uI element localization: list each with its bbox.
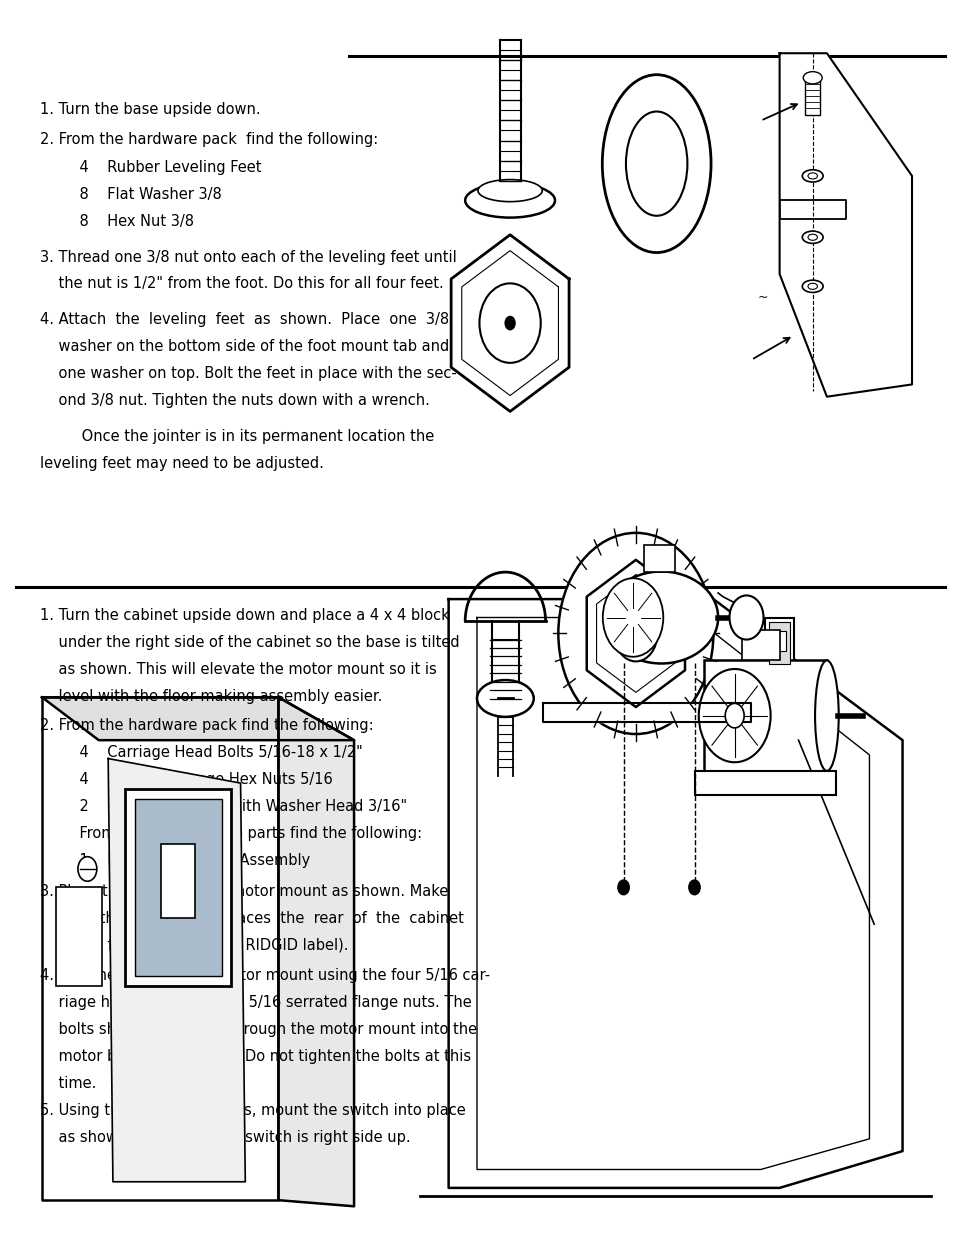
Text: washer on the bottom side of the foot mount tab and: washer on the bottom side of the foot mo… bbox=[40, 340, 449, 354]
Circle shape bbox=[614, 605, 657, 662]
Circle shape bbox=[698, 669, 770, 762]
Bar bbox=[768, 622, 789, 664]
Text: ~: ~ bbox=[757, 290, 767, 304]
Text: 5. Using the two 3/16 screws, mount the switch into place: 5. Using the two 3/16 screws, mount the … bbox=[40, 1103, 465, 1118]
Text: 2    Machine Screws with Washer Head 3/16": 2 Machine Screws with Washer Head 3/16" bbox=[61, 799, 407, 814]
Text: 1. Turn the base upside down.: 1. Turn the base upside down. bbox=[40, 103, 260, 117]
Polygon shape bbox=[586, 559, 684, 708]
Polygon shape bbox=[42, 698, 354, 740]
Text: bolts should be placed through the motor mount into the: bolts should be placed through the motor… bbox=[40, 1023, 476, 1037]
Circle shape bbox=[558, 532, 713, 734]
Circle shape bbox=[479, 283, 540, 363]
Ellipse shape bbox=[801, 280, 822, 293]
Text: as shown. Make sure the switch is right side up.: as shown. Make sure the switch is right … bbox=[40, 1130, 411, 1145]
Ellipse shape bbox=[476, 680, 533, 716]
Ellipse shape bbox=[801, 169, 822, 182]
Ellipse shape bbox=[807, 173, 817, 179]
Bar bbox=[772, 631, 785, 651]
Bar bbox=[643, 545, 674, 572]
Polygon shape bbox=[278, 698, 354, 1207]
Bar bbox=[741, 630, 779, 661]
Text: level with the floor making assembly easier.: level with the floor making assembly eas… bbox=[40, 689, 382, 704]
Ellipse shape bbox=[477, 179, 541, 201]
Text: (away from the side with RIDGID label).: (away from the side with RIDGID label). bbox=[40, 937, 348, 952]
Text: 4    Carriage Head Bolts 5/16-18 x 1/2": 4 Carriage Head Bolts 5/16-18 x 1/2" bbox=[61, 745, 362, 760]
Ellipse shape bbox=[814, 661, 838, 771]
Circle shape bbox=[504, 316, 516, 331]
Circle shape bbox=[602, 578, 662, 657]
Text: 2. From the hardware pack  find the following:: 2. From the hardware pack find the follo… bbox=[40, 132, 378, 147]
Bar bbox=[804, 78, 820, 115]
Polygon shape bbox=[542, 704, 750, 721]
Text: as shown. This will elevate the motor mount so it is: as shown. This will elevate the motor mo… bbox=[40, 662, 436, 677]
Circle shape bbox=[688, 881, 700, 894]
Text: 4. Bolt the motor to the motor mount using the four 5/16 car-: 4. Bolt the motor to the motor mount usi… bbox=[40, 968, 490, 983]
Ellipse shape bbox=[625, 111, 687, 216]
Text: 3. Place the motor on the motor mount as shown. Make: 3. Place the motor on the motor mount as… bbox=[40, 884, 448, 899]
Ellipse shape bbox=[604, 572, 718, 663]
Text: sure  the  motor  shaft  faces  the  rear  of  the  cabinet: sure the motor shaft faces the rear of t… bbox=[40, 910, 463, 926]
Circle shape bbox=[618, 881, 629, 894]
Text: 3. Thread one 3/8 nut onto each of the leveling feet until: 3. Thread one 3/8 nut onto each of the l… bbox=[40, 249, 456, 264]
Bar bbox=[703, 661, 826, 771]
Text: 4. Attach  the  leveling  feet  as  shown.  Place  one  3/8: 4. Attach the leveling feet as shown. Pl… bbox=[40, 312, 449, 327]
Bar bbox=[125, 789, 231, 986]
Ellipse shape bbox=[801, 231, 822, 243]
Text: 1. Turn the cabinet upside down and place a 4 x 4 block: 1. Turn the cabinet upside down and plac… bbox=[40, 608, 450, 622]
Polygon shape bbox=[451, 235, 569, 411]
Polygon shape bbox=[42, 698, 278, 1200]
Ellipse shape bbox=[802, 72, 821, 84]
Bar bbox=[694, 771, 836, 795]
Bar bbox=[134, 799, 221, 976]
Ellipse shape bbox=[601, 74, 710, 253]
Text: ond 3/8 nut. Tighten the nuts down with a wrench.: ond 3/8 nut. Tighten the nuts down with … bbox=[40, 393, 430, 408]
Bar bbox=[56, 888, 101, 986]
Text: 1    Motor and Switch Assembly: 1 Motor and Switch Assembly bbox=[61, 853, 310, 868]
Text: 4    Rubber Leveling Feet: 4 Rubber Leveling Feet bbox=[61, 161, 261, 175]
Text: From among the loose parts find the following:: From among the loose parts find the foll… bbox=[61, 826, 421, 841]
Text: 8    Hex Nut 3/8: 8 Hex Nut 3/8 bbox=[61, 214, 193, 228]
Circle shape bbox=[729, 595, 762, 640]
Text: Once the jointer is in its permanent location the: Once the jointer is in its permanent loc… bbox=[40, 429, 434, 443]
Text: 8    Flat Washer 3/8: 8 Flat Washer 3/8 bbox=[61, 186, 221, 203]
Text: one washer on top. Bolt the feet in place with the sec-: one washer on top. Bolt the feet in plac… bbox=[40, 366, 456, 382]
Ellipse shape bbox=[807, 283, 817, 289]
Polygon shape bbox=[448, 599, 902, 1188]
Ellipse shape bbox=[807, 235, 817, 241]
Text: time.: time. bbox=[40, 1076, 96, 1092]
Text: motor bracket as shown. Do not tighten the bolts at this: motor bracket as shown. Do not tighten t… bbox=[40, 1050, 471, 1065]
Text: the nut is 1/2" from the foot. Do this for all four feet.: the nut is 1/2" from the foot. Do this f… bbox=[40, 277, 443, 291]
Text: under the right side of the cabinet so the base is tilted: under the right side of the cabinet so t… bbox=[40, 635, 459, 650]
Polygon shape bbox=[779, 200, 845, 219]
Text: riage head bolts and four 5/16 serrated flange nuts. The: riage head bolts and four 5/16 serrated … bbox=[40, 995, 472, 1010]
Circle shape bbox=[78, 857, 97, 882]
Ellipse shape bbox=[465, 183, 555, 217]
Polygon shape bbox=[779, 53, 911, 396]
Text: 2. From the hardware pack find the following:: 2. From the hardware pack find the follo… bbox=[40, 718, 374, 734]
Polygon shape bbox=[108, 758, 245, 1182]
Text: 4    Serrated Flange Hex Nuts 5/16: 4 Serrated Flange Hex Nuts 5/16 bbox=[61, 772, 333, 787]
Bar bbox=[764, 618, 793, 669]
Circle shape bbox=[724, 704, 743, 727]
Text: leveling feet may need to be adjusted.: leveling feet may need to be adjusted. bbox=[40, 456, 324, 471]
Bar bbox=[161, 845, 195, 918]
